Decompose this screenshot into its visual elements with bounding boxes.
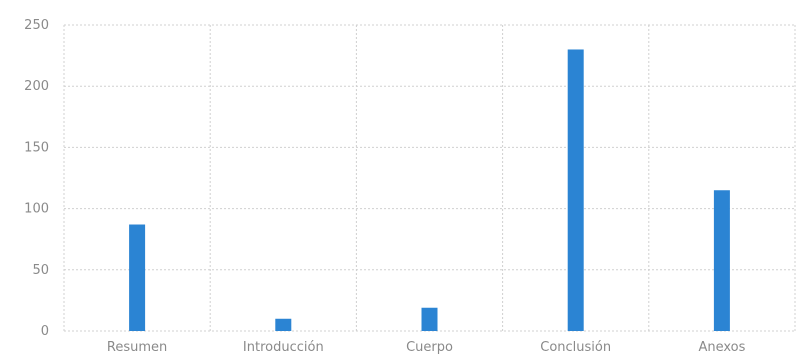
bar-introducción	[275, 318, 292, 331]
bar-resumen	[129, 224, 146, 331]
bar-anexos	[713, 190, 730, 331]
y-tick-label: 150	[24, 140, 49, 155]
y-tick-label: 50	[32, 263, 49, 278]
x-tick-label: Cuerpo	[406, 340, 453, 354]
x-tick-label: Introducción	[243, 340, 324, 354]
x-axis-ticks: Resumen Introducción Cuerpo Conclusión Anexo…	[107, 340, 746, 355]
y-axis-ticks: 0 50 100 150 200 250	[24, 18, 49, 339]
y-tick-label: 100	[24, 202, 49, 217]
y-tick-label: 0	[41, 324, 49, 339]
y-tick-label: 200	[24, 79, 49, 94]
bar-cuerpo	[421, 307, 438, 331]
grid	[63, 24, 796, 332]
y-tick-label: 250	[24, 18, 49, 33]
x-tick-label: Conclusión	[540, 340, 611, 354]
bar-conclusión	[567, 49, 584, 331]
x-tick-label: Anexos	[698, 340, 745, 354]
x-tick-label: Resumen	[107, 340, 167, 354]
bars	[129, 49, 730, 331]
